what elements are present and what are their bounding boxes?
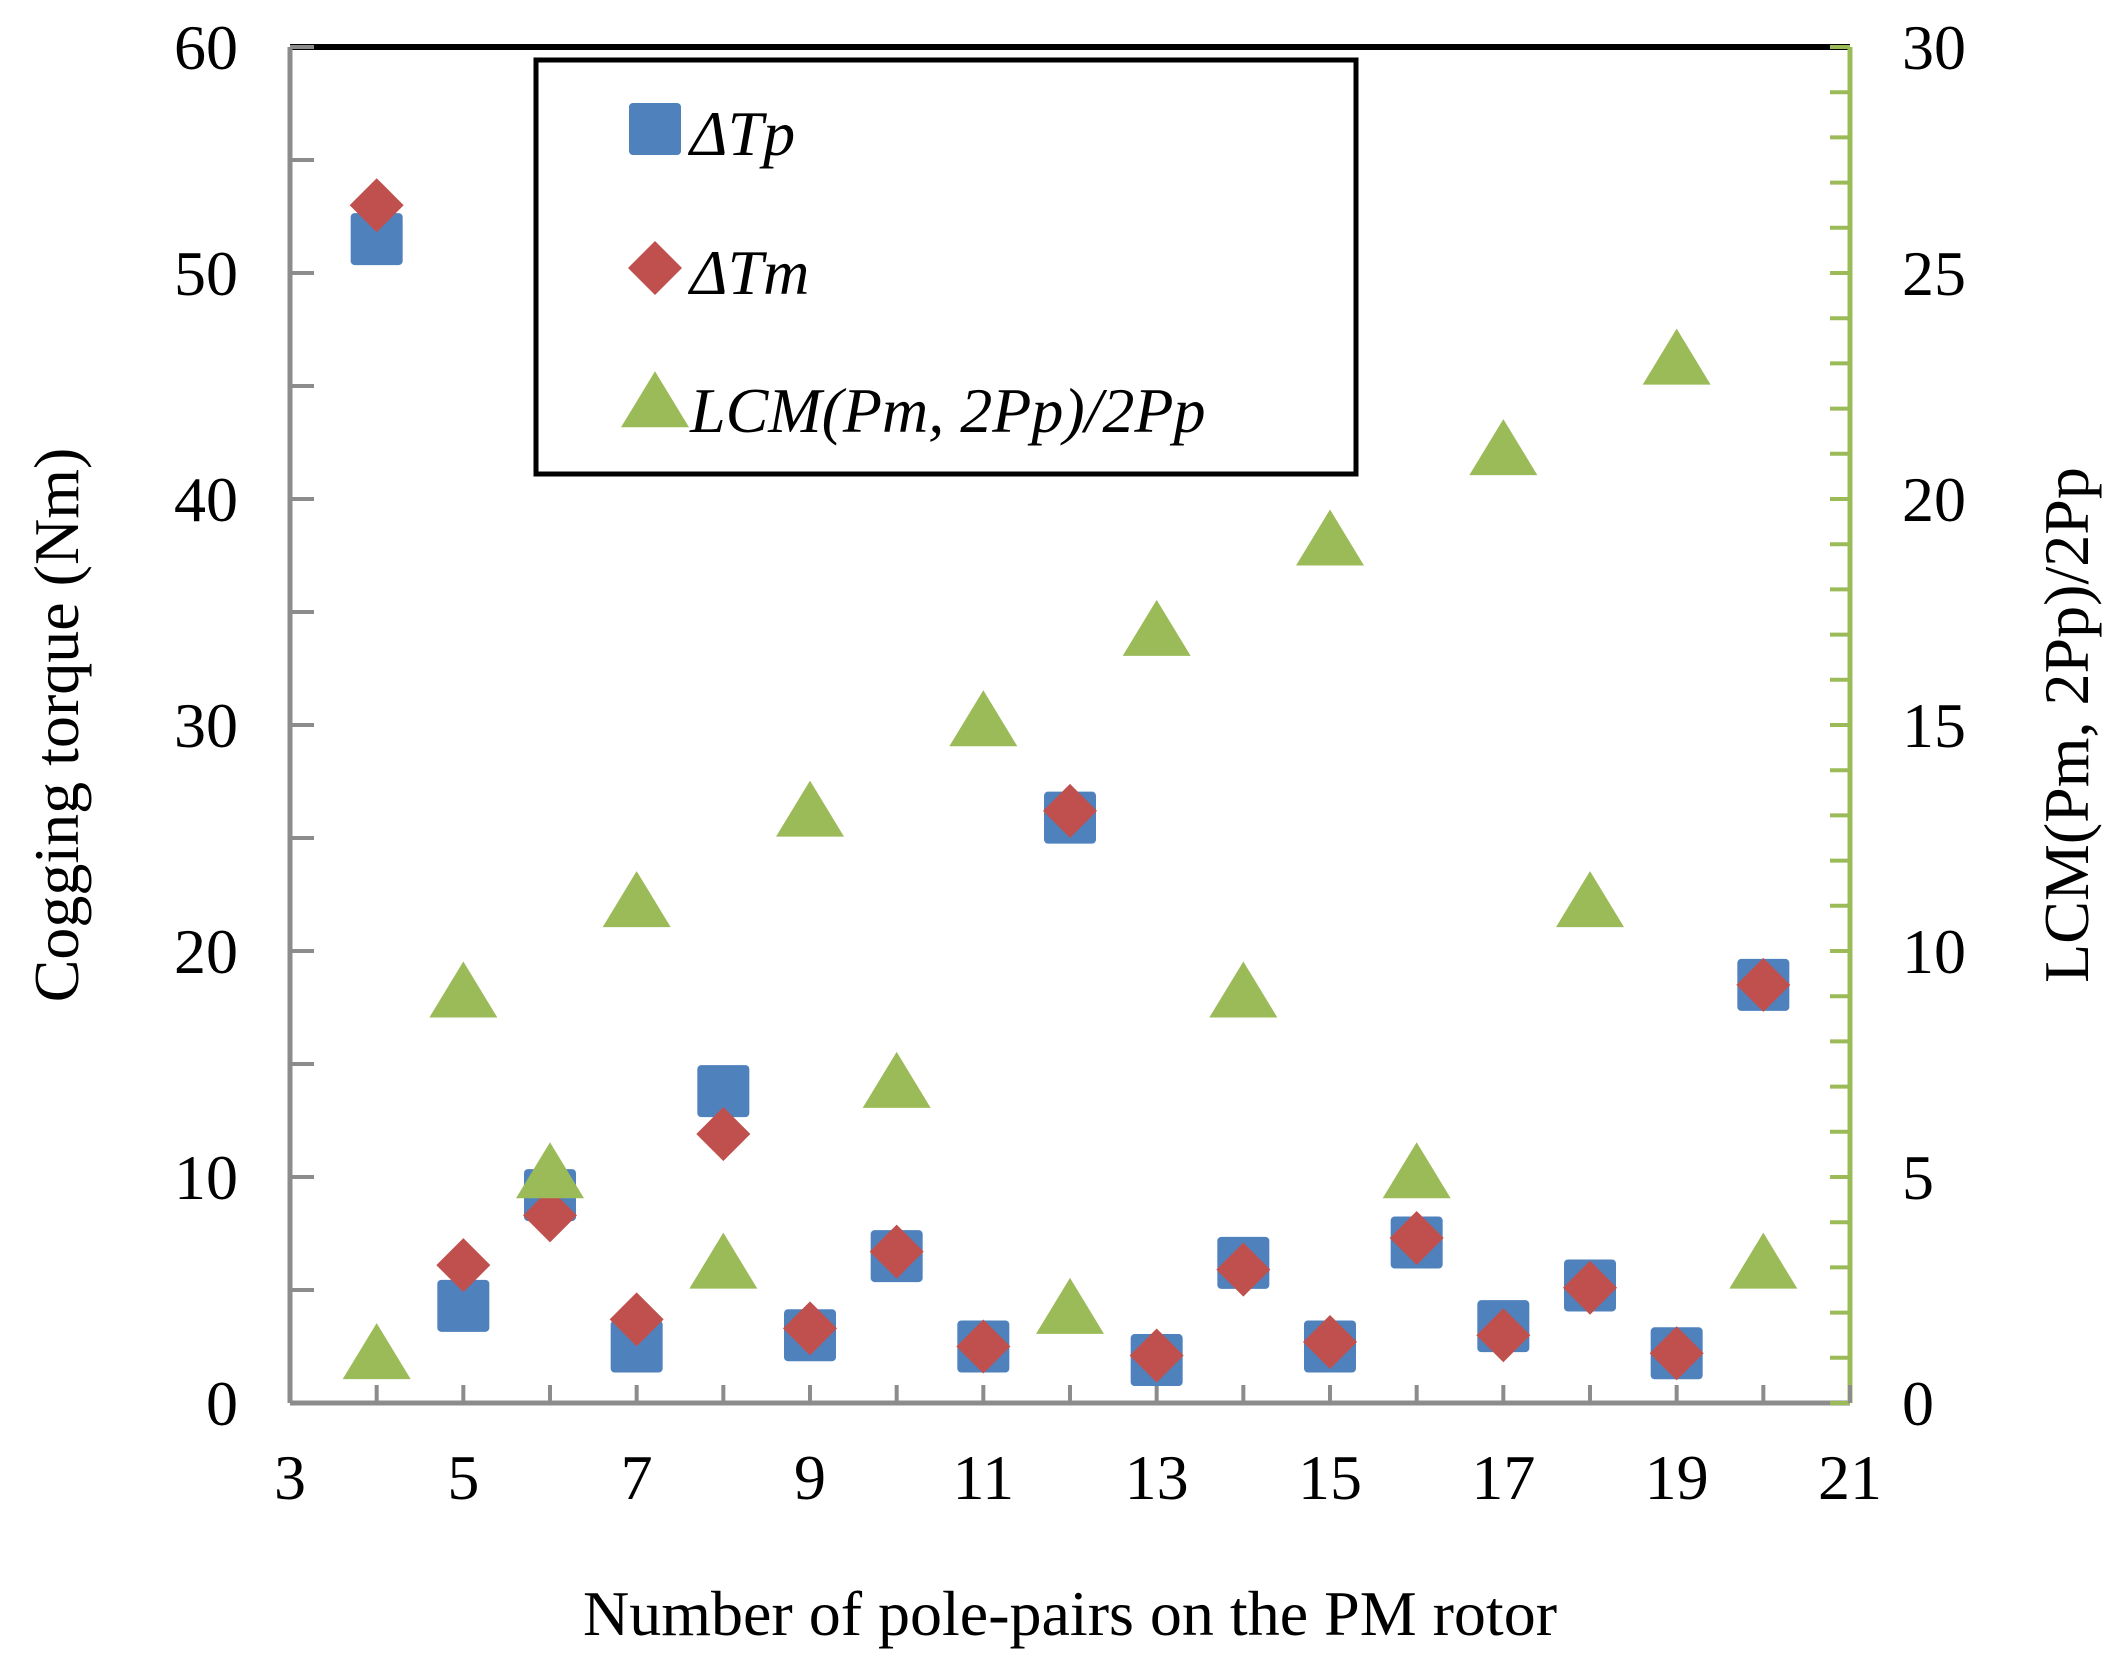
legend-label-0: ΔTp	[687, 98, 795, 169]
triangle-point	[1209, 961, 1278, 1018]
y-tick-label-5: 50	[174, 238, 238, 309]
square-point	[697, 1065, 750, 1118]
triangle-point	[1296, 509, 1364, 566]
y-axis-title: Cogging torque (Nm)	[21, 448, 92, 1003]
triangle-point	[516, 1142, 584, 1199]
triangle-point	[1382, 1142, 1451, 1199]
x-tick-label-0: 3	[274, 1442, 306, 1513]
y2-tick-label-6: 30	[1902, 12, 1966, 83]
y2-tick-label-0: 0	[1902, 1368, 1934, 1439]
triangle-point	[429, 961, 498, 1018]
x-tick-label-3: 9	[794, 1442, 826, 1513]
diamond-point	[1216, 1242, 1271, 1297]
y2-tick-label-4: 20	[1902, 464, 1966, 535]
triangle-point	[949, 690, 1018, 747]
legend-marker-0	[629, 103, 681, 155]
axes-layer	[287, 44, 1853, 1406]
y-tick-label-4: 40	[174, 464, 238, 535]
y2-tick-label-2: 10	[1902, 916, 1966, 987]
triangle-point	[1469, 419, 1538, 476]
triangle-point	[1556, 871, 1624, 928]
triangle-point	[1036, 1277, 1104, 1334]
legend-marker-2	[621, 371, 689, 428]
data-marks	[342, 178, 1798, 1387]
triangle-point	[602, 871, 671, 928]
y-tick-label-0: 0	[206, 1368, 238, 1439]
y2-axis-title: LCM(Pm, 2Pp)/2Pp	[2031, 467, 2102, 983]
x-axis-title: Number of pole-pairs on the PM rotor	[583, 1578, 1557, 1649]
diamond-point	[869, 1224, 924, 1279]
square-point	[350, 213, 403, 266]
triangle-point	[862, 1051, 931, 1108]
series-2	[342, 328, 1798, 1380]
legend-label-1: ΔTm	[687, 237, 809, 308]
square-point	[610, 1320, 663, 1373]
y-tick-label-3: 30	[174, 690, 238, 761]
y2-tick-label-1: 5	[1902, 1142, 1934, 1213]
diamond-point	[696, 1107, 751, 1162]
x-tick-label-1: 5	[447, 1442, 479, 1513]
y-tick-label-2: 20	[174, 916, 238, 987]
diamond-point	[783, 1301, 837, 1356]
x-tick-label-7: 17	[1471, 1442, 1535, 1513]
x-tick-label-4: 11	[953, 1442, 1015, 1513]
x-tick-label-8: 19	[1645, 1442, 1709, 1513]
triangle-point	[1729, 1232, 1798, 1289]
diamond-point	[1476, 1308, 1531, 1363]
diamond-point	[1563, 1260, 1617, 1315]
square-point	[437, 1279, 490, 1332]
diamond-point	[1736, 957, 1791, 1012]
series-1	[349, 178, 1791, 1383]
legend-marker-1	[628, 241, 682, 295]
diamond-point	[1389, 1211, 1444, 1266]
legend: ΔTp ΔTm LCM(Pm, 2Pp)/2Pp	[533, 57, 1359, 477]
diamond-point	[1649, 1326, 1704, 1381]
diamond-point	[1303, 1314, 1357, 1369]
triangle-point	[342, 1323, 411, 1380]
triangle-point	[1122, 599, 1191, 656]
x-tick-label-6: 15	[1298, 1442, 1362, 1513]
y-tick-label-1: 10	[174, 1142, 238, 1213]
legend-label-2: LCM(Pm, 2Pp)/2Pp	[689, 375, 1206, 446]
diamond-point	[523, 1188, 577, 1243]
triangle-point	[689, 1232, 758, 1289]
y-tick-label-6: 60	[174, 12, 238, 83]
diamond-point	[1043, 783, 1097, 838]
y2-tick-label-5: 25	[1902, 238, 1966, 309]
diamond-point	[1129, 1328, 1184, 1383]
diamond-point	[436, 1238, 491, 1293]
x-tick-label-5: 13	[1125, 1442, 1189, 1513]
x-tick-label-9: 21	[1818, 1442, 1882, 1513]
y2-tick-label-3: 15	[1902, 690, 1966, 761]
x-tick-label-2: 7	[621, 1442, 653, 1513]
diamond-point	[609, 1292, 664, 1347]
triangle-point	[776, 780, 844, 837]
triangle-point	[1642, 328, 1711, 385]
diamond-point	[956, 1319, 1011, 1374]
diamond-point	[349, 178, 404, 233]
